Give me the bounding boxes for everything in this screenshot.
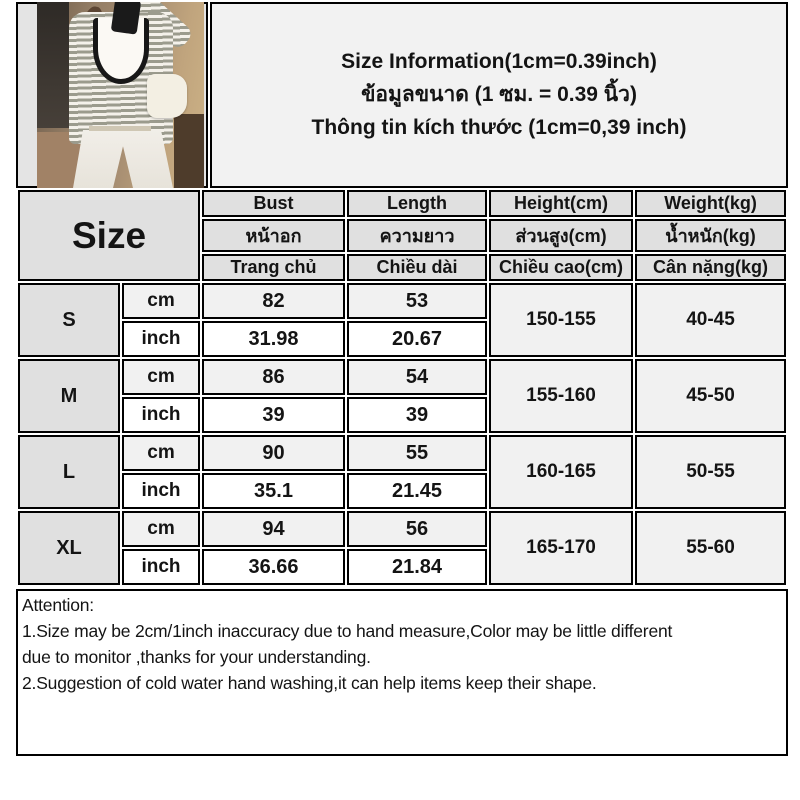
s-length-cm: 53 xyxy=(347,283,488,319)
table-row-l-inch: inch 35.1 21.45 xyxy=(18,473,786,509)
l-height-range: 160-165 xyxy=(489,435,634,509)
size-column-header: Size xyxy=(18,190,201,281)
title-line-thai: ข้อมูลขนาด (1 ซม. = 0.39 นิ้ว) xyxy=(361,82,637,106)
length-header-vi: Chiều dài xyxy=(347,254,488,281)
weight-header-en: Weight(kg) xyxy=(635,190,787,217)
l-bust-cm: 90 xyxy=(202,435,346,471)
attention-note-2: 2.Suggestion of cold water hand washing,… xyxy=(22,673,597,693)
bust-header-vi: Trang chủ xyxy=(202,254,346,281)
table-row-l-cm: L cm 90 55 160-165 50-55 xyxy=(18,435,787,509)
m-length-inch: 39 xyxy=(347,397,488,433)
product-photo xyxy=(37,2,204,188)
title-line-vietnamese: Thông tin kích thước (1cm=0,39 inch) xyxy=(311,116,687,140)
top-section: Size Information(1cm=0.39inch) ข้อมูลขนา… xyxy=(16,2,788,188)
bust-header-th: หน้าอก xyxy=(202,219,346,252)
s-bust-cm: 82 xyxy=(202,283,346,319)
xl-length-inch: 21.84 xyxy=(347,549,488,585)
photo-belt xyxy=(89,126,151,131)
table-row-xl-cm: XL cm 94 56 165-170 55-60 xyxy=(18,511,787,585)
title-line-english: Size Information(1cm=0.39inch) xyxy=(341,49,657,73)
xl-bust-inch: 36.66 xyxy=(202,549,346,585)
unit-label-cm: cm xyxy=(122,359,201,395)
s-length-inch: 20.67 xyxy=(347,321,488,357)
attention-note-1: 1.Size may be 2cm/1inch inaccuracy due t… xyxy=(22,621,673,641)
m-weight-range: 45-50 xyxy=(635,359,787,433)
xl-height-range: 165-170 xyxy=(489,511,634,585)
unit-label-inch: inch xyxy=(122,549,201,585)
table-row-m-inch: inch 39 39 xyxy=(18,397,786,433)
length-header-en: Length xyxy=(347,190,488,217)
m-bust-inch: 39 xyxy=(202,397,346,433)
photo-wardrobe xyxy=(37,2,69,128)
xl-length-cm: 56 xyxy=(347,511,488,547)
weight-header-vi: Cân nặng(kg) xyxy=(635,254,787,281)
m-height-range: 155-160 xyxy=(489,359,634,433)
table-row-m-cm: M cm 86 54 155-160 45-50 xyxy=(18,359,787,433)
size-table: Size Bust Length Height(cm) Weight(kg) ห… xyxy=(16,188,789,587)
height-header-en: Height(cm) xyxy=(489,190,634,217)
table-row-xl-inch: inch 36.66 21.84 xyxy=(18,549,786,585)
size-label-xl: XL xyxy=(18,511,120,585)
size-label-m: M xyxy=(18,359,120,433)
attention-box: Attention: 1.Size may be 2cm/1inch inacc… xyxy=(16,589,788,756)
unit-label-inch: inch xyxy=(122,473,201,509)
size-label-l: L xyxy=(18,435,120,509)
height-header-vi: Chiều cao(cm) xyxy=(489,254,634,281)
m-bust-cm: 86 xyxy=(202,359,346,395)
unit-label-cm: cm xyxy=(122,511,201,547)
xl-bust-cm: 94 xyxy=(202,511,346,547)
s-weight-range: 40-45 xyxy=(635,283,787,357)
product-photo-cell xyxy=(16,2,208,188)
table-row-s-cm: S cm 82 53 150-155 40-45 xyxy=(18,283,787,357)
size-chart-sheet: Size Information(1cm=0.39inch) ข้อมูลขนา… xyxy=(16,2,789,756)
photo-cabinet xyxy=(174,114,204,188)
size-label-s: S xyxy=(18,283,120,357)
photo-pants xyxy=(73,130,173,188)
photo-bag xyxy=(147,74,187,118)
xl-weight-range: 55-60 xyxy=(635,511,787,585)
unit-label-cm: cm xyxy=(122,435,201,471)
l-weight-range: 50-55 xyxy=(635,435,787,509)
height-header-th: ส่วนสูง(cm) xyxy=(489,219,634,252)
l-bust-inch: 35.1 xyxy=(202,473,346,509)
attention-heading: Attention: xyxy=(22,595,94,615)
l-length-inch: 21.45 xyxy=(347,473,488,509)
length-header-th: ความยาว xyxy=(347,219,488,252)
unit-label-inch: inch xyxy=(122,321,201,357)
unit-label-inch: inch xyxy=(122,397,201,433)
size-info-title-box: Size Information(1cm=0.39inch) ข้อมูลขนา… xyxy=(210,2,788,188)
m-length-cm: 54 xyxy=(347,359,488,395)
photo-phone xyxy=(110,2,142,35)
s-bust-inch: 31.98 xyxy=(202,321,346,357)
attention-note-1-cont: due to monitor ,thanks for your understa… xyxy=(22,647,371,667)
weight-header-th: น้ำหนัก(kg) xyxy=(635,219,787,252)
table-row-s-inch: inch 31.98 20.67 xyxy=(18,321,786,357)
s-height-range: 150-155 xyxy=(489,283,634,357)
unit-label-cm: cm xyxy=(122,283,201,319)
bust-header-en: Bust xyxy=(202,190,346,217)
photo-neckline xyxy=(93,18,149,84)
l-length-cm: 55 xyxy=(347,435,488,471)
